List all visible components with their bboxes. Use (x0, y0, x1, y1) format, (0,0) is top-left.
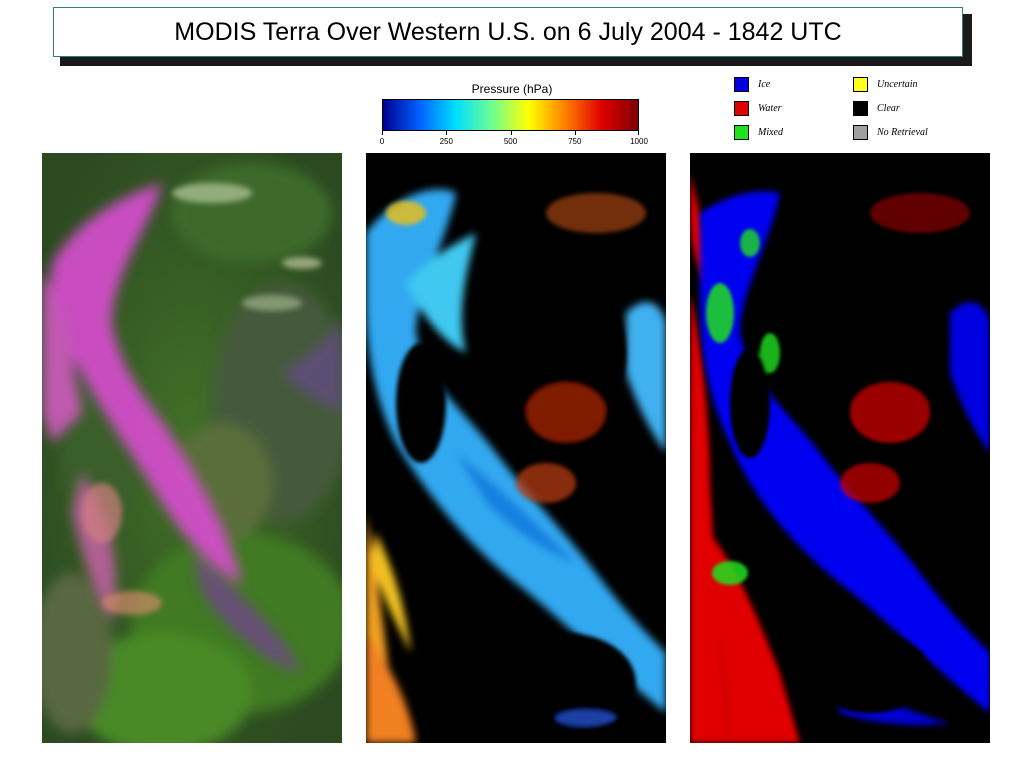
colorbar-tick-mark (638, 131, 639, 135)
legend-item-clear: Clear (853, 101, 900, 116)
legend-item-water: Water (734, 101, 782, 116)
cloud-top-pressure-image (366, 153, 666, 743)
colorbar-tick-label: 250 (439, 137, 453, 146)
legend-item-uncertain: Uncertain (853, 77, 918, 92)
pressure-colorbar (382, 99, 639, 131)
legend-label-ice: Ice (758, 79, 771, 90)
colorbar-tick-label: 750 (568, 137, 582, 146)
colorbar-tick-label: 0 (379, 137, 385, 146)
legend-swatch-water (734, 101, 749, 116)
legend-item-no-retrieval: No Retrieval (853, 125, 928, 140)
colorbar-tick-label: 500 (503, 137, 518, 146)
legend-swatch-no-retrieval (853, 125, 868, 140)
legend-item-ice: Ice (734, 77, 770, 92)
legend-label-clear: Clear (877, 103, 900, 114)
colorbar-tick-mark (446, 131, 448, 135)
title-box: MODIS Terra Over Western U.S. on 6 July … (53, 7, 963, 57)
legend-swatch-mixed (734, 125, 749, 140)
colorbar-tick-mark (574, 131, 576, 135)
cloud-phase-image (690, 153, 990, 743)
legend-label-water: Water (758, 103, 782, 114)
true-color-composite-image (42, 153, 342, 743)
colorbar-tick-mark (382, 131, 383, 135)
page-title: MODIS Terra Over Western U.S. on 6 July … (174, 17, 842, 46)
legend-swatch-ice (734, 77, 749, 92)
legend-label-no-retrieval: No Retrieval (877, 127, 928, 138)
legend-label-uncertain: Uncertain (877, 79, 918, 90)
legend-swatch-uncertain (853, 77, 868, 92)
legend-item-mixed: Mixed (734, 125, 783, 140)
legend-label-mixed: Mixed (758, 127, 783, 138)
legend-swatch-clear (853, 101, 868, 116)
colorbar-tick-mark (510, 131, 512, 135)
colorbar-title: Pressure (hPa) (471, 82, 553, 96)
colorbar-tick-label: 1000 (630, 137, 648, 146)
